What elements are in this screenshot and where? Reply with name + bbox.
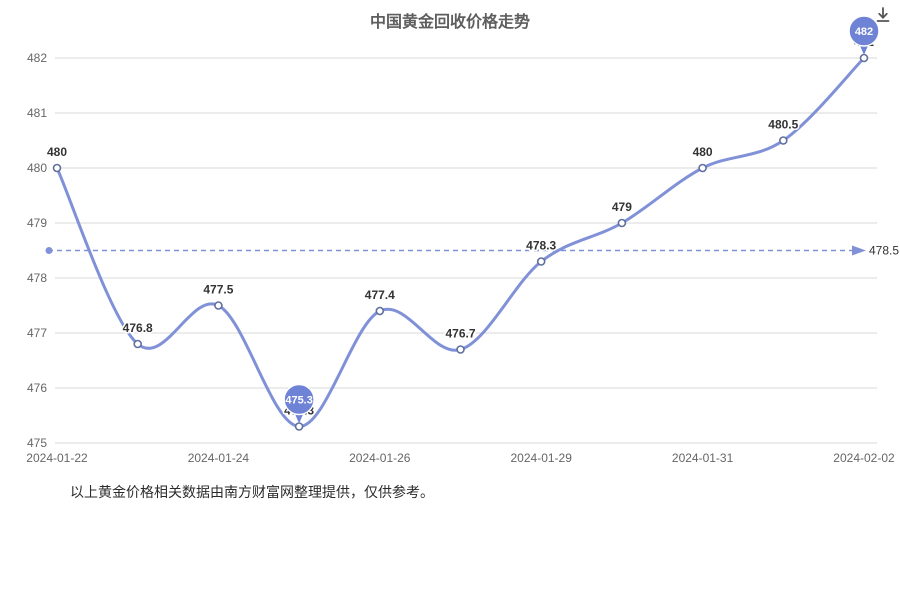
balloon-marker: 475.3 [283,383,315,424]
y-tick-label: 475 [27,436,47,450]
data-point [133,339,142,349]
data-point [214,301,223,310]
reference-line: 478.5 [45,244,899,258]
reference-left-dot [45,247,53,254]
data-point [52,163,62,173]
y-tick-label: 478 [27,271,47,285]
point-label: 480.5 [768,118,798,132]
data-point [778,136,788,145]
data-point [859,53,869,63]
balloon-label: 475.3 [285,395,313,407]
reference-arrow [852,245,866,256]
point-label: 477.5 [203,283,233,297]
x-axis-labels: 2024-01-22 2024-01-24 2024-01-26 2024-01-29… [26,451,895,465]
x-tick-label: 2024-01-26 [349,451,411,465]
balloon-bubble [848,15,880,47]
balloon-marker: 482 [848,15,880,55]
point-label: 476.8 [123,321,153,335]
y-gridlines [55,57,877,444]
y-tick-label: 480 [27,161,47,175]
y-tick-label: 476 [27,381,47,395]
point-label: 478.3 [526,239,556,253]
x-tick-label: 2024-02-02 [833,451,895,465]
point-labels: 480 476.8 477.5 475.3 477.4 476.7 478.3 479 480 4… [45,34,875,420]
balloon-bubble [283,383,315,416]
data-point [456,345,465,354]
reference-label: 478.5 [869,244,899,258]
chart-title: 中国黄金回收价格走势 [369,14,530,31]
point-label: 477.4 [365,288,395,302]
x-tick-label: 2024-01-24 [188,451,250,465]
y-tick-label: 481 [27,106,47,120]
price-line [55,56,866,429]
point-label: 479 [612,200,632,214]
data-point [698,163,707,173]
download-icon[interactable] [873,5,893,25]
data-points [52,53,869,431]
point-label: 480 [47,145,67,159]
data-point [617,218,627,228]
y-tick-label: 479 [27,216,47,230]
x-tick-label: 2024-01-29 [511,451,573,465]
x-tick-label: 2024-01-31 [672,451,734,465]
point-label: 476.7 [445,327,475,341]
y-tick-label: 477 [27,326,47,340]
y-axis-labels: 475 476 477 478 479 480 481 482 [27,51,47,450]
x-tick-label: 2024-01-22 [26,451,88,465]
point-label: 480 [693,145,713,159]
balloon-label: 482 [855,26,873,38]
source-note: 以上黄金价格相关数据由南方财富网整理提供，仅供参考。 [70,484,434,500]
data-point [375,306,385,316]
data-point [294,422,304,431]
data-point [536,257,546,266]
y-tick-label: 482 [27,51,47,65]
